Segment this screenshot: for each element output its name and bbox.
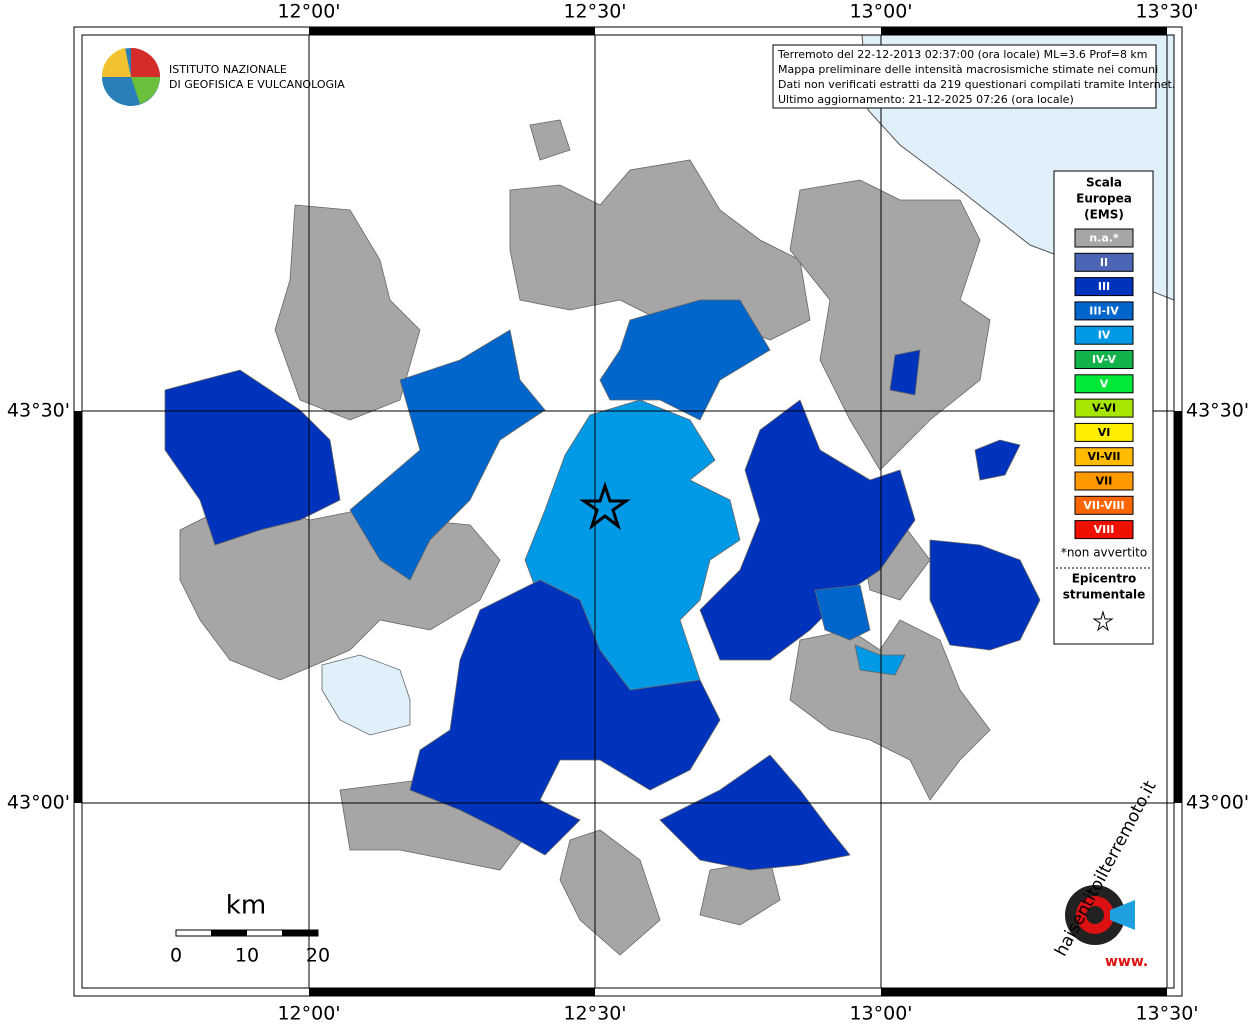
lat-label: 43°00': [1186, 792, 1249, 814]
legend-swatch: [1074, 301, 1134, 321]
lat-label: 43°30': [7, 400, 70, 422]
scale-segment: [211, 930, 247, 936]
legend-label: III-IV: [1089, 304, 1119, 317]
legend-swatch: [1074, 350, 1134, 369]
regions: [164, 119, 1041, 956]
lon-label: 12°00': [277, 1003, 340, 1024]
legend-label: VII-VIII: [1083, 499, 1124, 512]
legend-swatch: [1074, 495, 1134, 515]
region: [409, 579, 721, 856]
frame-bar: [1174, 411, 1182, 803]
lon-label: 13°00': [849, 1, 912, 23]
lon-label: 13°00': [849, 1003, 912, 1024]
region: [814, 584, 871, 641]
frame-bar: [74, 411, 82, 803]
legend-title: Europea: [1076, 192, 1132, 206]
scale-tick: 10: [235, 945, 259, 967]
legend-label: VI: [1098, 426, 1111, 439]
lat-label: 43°00': [7, 792, 70, 814]
region: [974, 439, 1021, 481]
region: [789, 619, 991, 801]
lon-label: 12°30': [563, 1, 626, 23]
legend-label: VI-VII: [1087, 450, 1120, 463]
legend-label: VII: [1096, 475, 1113, 488]
legend-swatch: [1074, 520, 1134, 540]
scale-unit: km: [226, 891, 266, 921]
lake: [321, 654, 411, 736]
brand-speaker: [1110, 900, 1135, 930]
lat-label: 43°30': [1186, 400, 1249, 422]
info-line: Terremoto del 22-12-2013 02:37:00 (ora l…: [777, 48, 1148, 61]
region: [559, 829, 661, 956]
legend-label: IV-V: [1092, 353, 1117, 366]
legend: ScalaEuropea(EMS)n.a.*IIIIIIII-IVIVIV-VV…: [1056, 176, 1151, 632]
legend-title: Scala: [1086, 176, 1122, 190]
legend-label: V-VI: [1092, 402, 1116, 415]
lon-label: 12°30': [563, 1003, 626, 1024]
region: [889, 349, 921, 396]
frame-bar: [881, 988, 1167, 996]
legend-note: *non avvertito: [1061, 546, 1147, 560]
lon-label: 13°30': [1135, 1003, 1198, 1024]
legend-label: II: [1100, 256, 1108, 269]
legend-swatch: [1074, 471, 1134, 491]
legend-label: n.a.*: [1089, 232, 1119, 245]
info-box: [772, 44, 1157, 109]
logo-text: ISTITUTO NAZIONALE: [169, 63, 287, 76]
legend-swatch: [1074, 277, 1134, 297]
legend-swatch: [1074, 398, 1134, 418]
scale-segment: [282, 930, 318, 936]
legend-label: IV: [1098, 329, 1111, 342]
ingv-logo: ISTITUTO NAZIONALE DI GEOFISICA E VULCAN…: [101, 48, 345, 106]
frame-bar: [309, 988, 595, 996]
logo-segment: [101, 48, 131, 77]
logo-text: DI GEOFISICA E VULCANOLOGIA: [169, 78, 345, 91]
legend-epicenter: strumentale: [1063, 588, 1146, 602]
lon-label: 12°00': [277, 1, 340, 23]
scale-tick: 20: [306, 945, 330, 967]
legend-swatch: [1074, 325, 1134, 345]
info-text: Terremoto del 22-12-2013 02:37:00 (ora l…: [777, 48, 1175, 106]
info-line: Mappa preliminare delle intensità macros…: [778, 63, 1158, 76]
info-line: Ultimo aggiornamento: 21-12-2025 07:26 (…: [778, 93, 1074, 106]
frame-bar: [309, 27, 595, 35]
legend-swatch: [1074, 447, 1134, 467]
region: [349, 329, 546, 581]
region: [789, 179, 991, 471]
region: [929, 539, 1041, 651]
frame: [73, 26, 1183, 997]
scale-tick: 0: [170, 945, 182, 967]
logo-segment: [131, 48, 160, 77]
legend-title: (EMS): [1084, 208, 1124, 222]
lon-label: 13°30': [1135, 1, 1198, 23]
legend-swatch: [1074, 374, 1134, 394]
brand-circle: [1086, 906, 1104, 924]
brand-www: www.: [1105, 954, 1148, 970]
legend-label: V: [1100, 377, 1109, 390]
legend-swatch: [1074, 252, 1134, 272]
region: [529, 119, 571, 161]
logo-segment: [131, 77, 160, 104]
legend-label: III: [1098, 280, 1110, 293]
frame-bar: [881, 27, 1167, 35]
info-line: Dati non verificati estratti da 219 ques…: [778, 78, 1175, 91]
legend-star: [1092, 610, 1114, 632]
region: [854, 644, 906, 676]
region: [164, 369, 341, 546]
region: [274, 204, 421, 421]
legend-swatch: [1074, 422, 1134, 442]
legend-swatch: [1074, 228, 1134, 248]
legend-label: VIII: [1094, 523, 1115, 536]
region: [509, 159, 811, 341]
region: [599, 299, 771, 421]
legend-epicenter: Epicentro: [1072, 572, 1137, 586]
epicenter-star: [579, 481, 631, 531]
scale-bar: km 0 10 20: [170, 891, 330, 967]
graticule: [82, 35, 1174, 988]
region: [659, 754, 851, 871]
